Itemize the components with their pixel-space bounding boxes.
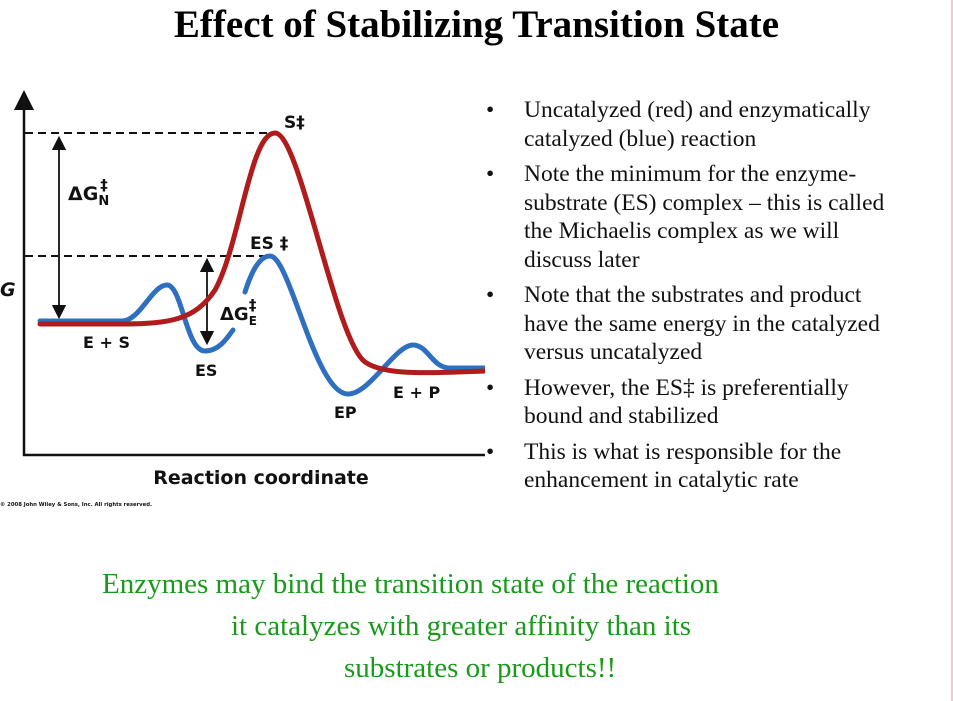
conclusion-text: Enzymes may bind the transition state of…: [102, 568, 719, 684]
free-energy-diagram: S‡ ES ‡ ΔGN‡ ΔGE‡ G E + S ES EP E + P Re…: [0, 90, 485, 508]
bullet-list: • Uncatalyzed (red) and enzymatically cata…: [486, 96, 884, 502]
bullet-item: • Uncatalyzed (red) and enzymatically cata…: [486, 97, 871, 152]
x-axis-label: Reaction coordinate: [153, 467, 369, 489]
bullet-item: • Note that the substrates and product hav…: [486, 282, 880, 365]
bullet-item: • Note the minimum for the enzyme-substra…: [486, 161, 885, 273]
uncatalyzed-curve: [37, 130, 485, 376]
slide-edge: [951, 0, 953, 701]
label-s-transition: S‡: [284, 113, 305, 133]
bullet-icon: •: [486, 438, 495, 465]
bullet-icon: •: [486, 374, 495, 401]
label-e-plus-p: E + P: [393, 383, 440, 402]
copyright: © 2008 John Wiley & Sons, Inc. All right…: [0, 502, 152, 508]
label-delta-g-e: ΔGE‡: [220, 296, 257, 328]
bullet-icon: •: [486, 97, 495, 123]
label-ep: EP: [334, 403, 357, 422]
bullet-icon: •: [486, 282, 495, 308]
bullet-item: • This is what is responsible for the enha…: [486, 438, 842, 494]
slide-title: Effect of Stabilizing Transition State: [173, 3, 780, 46]
label-e-plus-s: E + S: [83, 333, 130, 352]
bullet-icon: •: [486, 161, 495, 187]
catalyzed-curve: [37, 253, 485, 397]
label-es: ES: [195, 361, 217, 380]
bullet-item: • However, the ES‡ is preferentially bound…: [486, 374, 849, 430]
label-es-transition: ES ‡: [250, 234, 288, 254]
label-delta-g-n: ΔGN‡: [68, 176, 109, 209]
y-axis-label: G: [0, 279, 16, 301]
